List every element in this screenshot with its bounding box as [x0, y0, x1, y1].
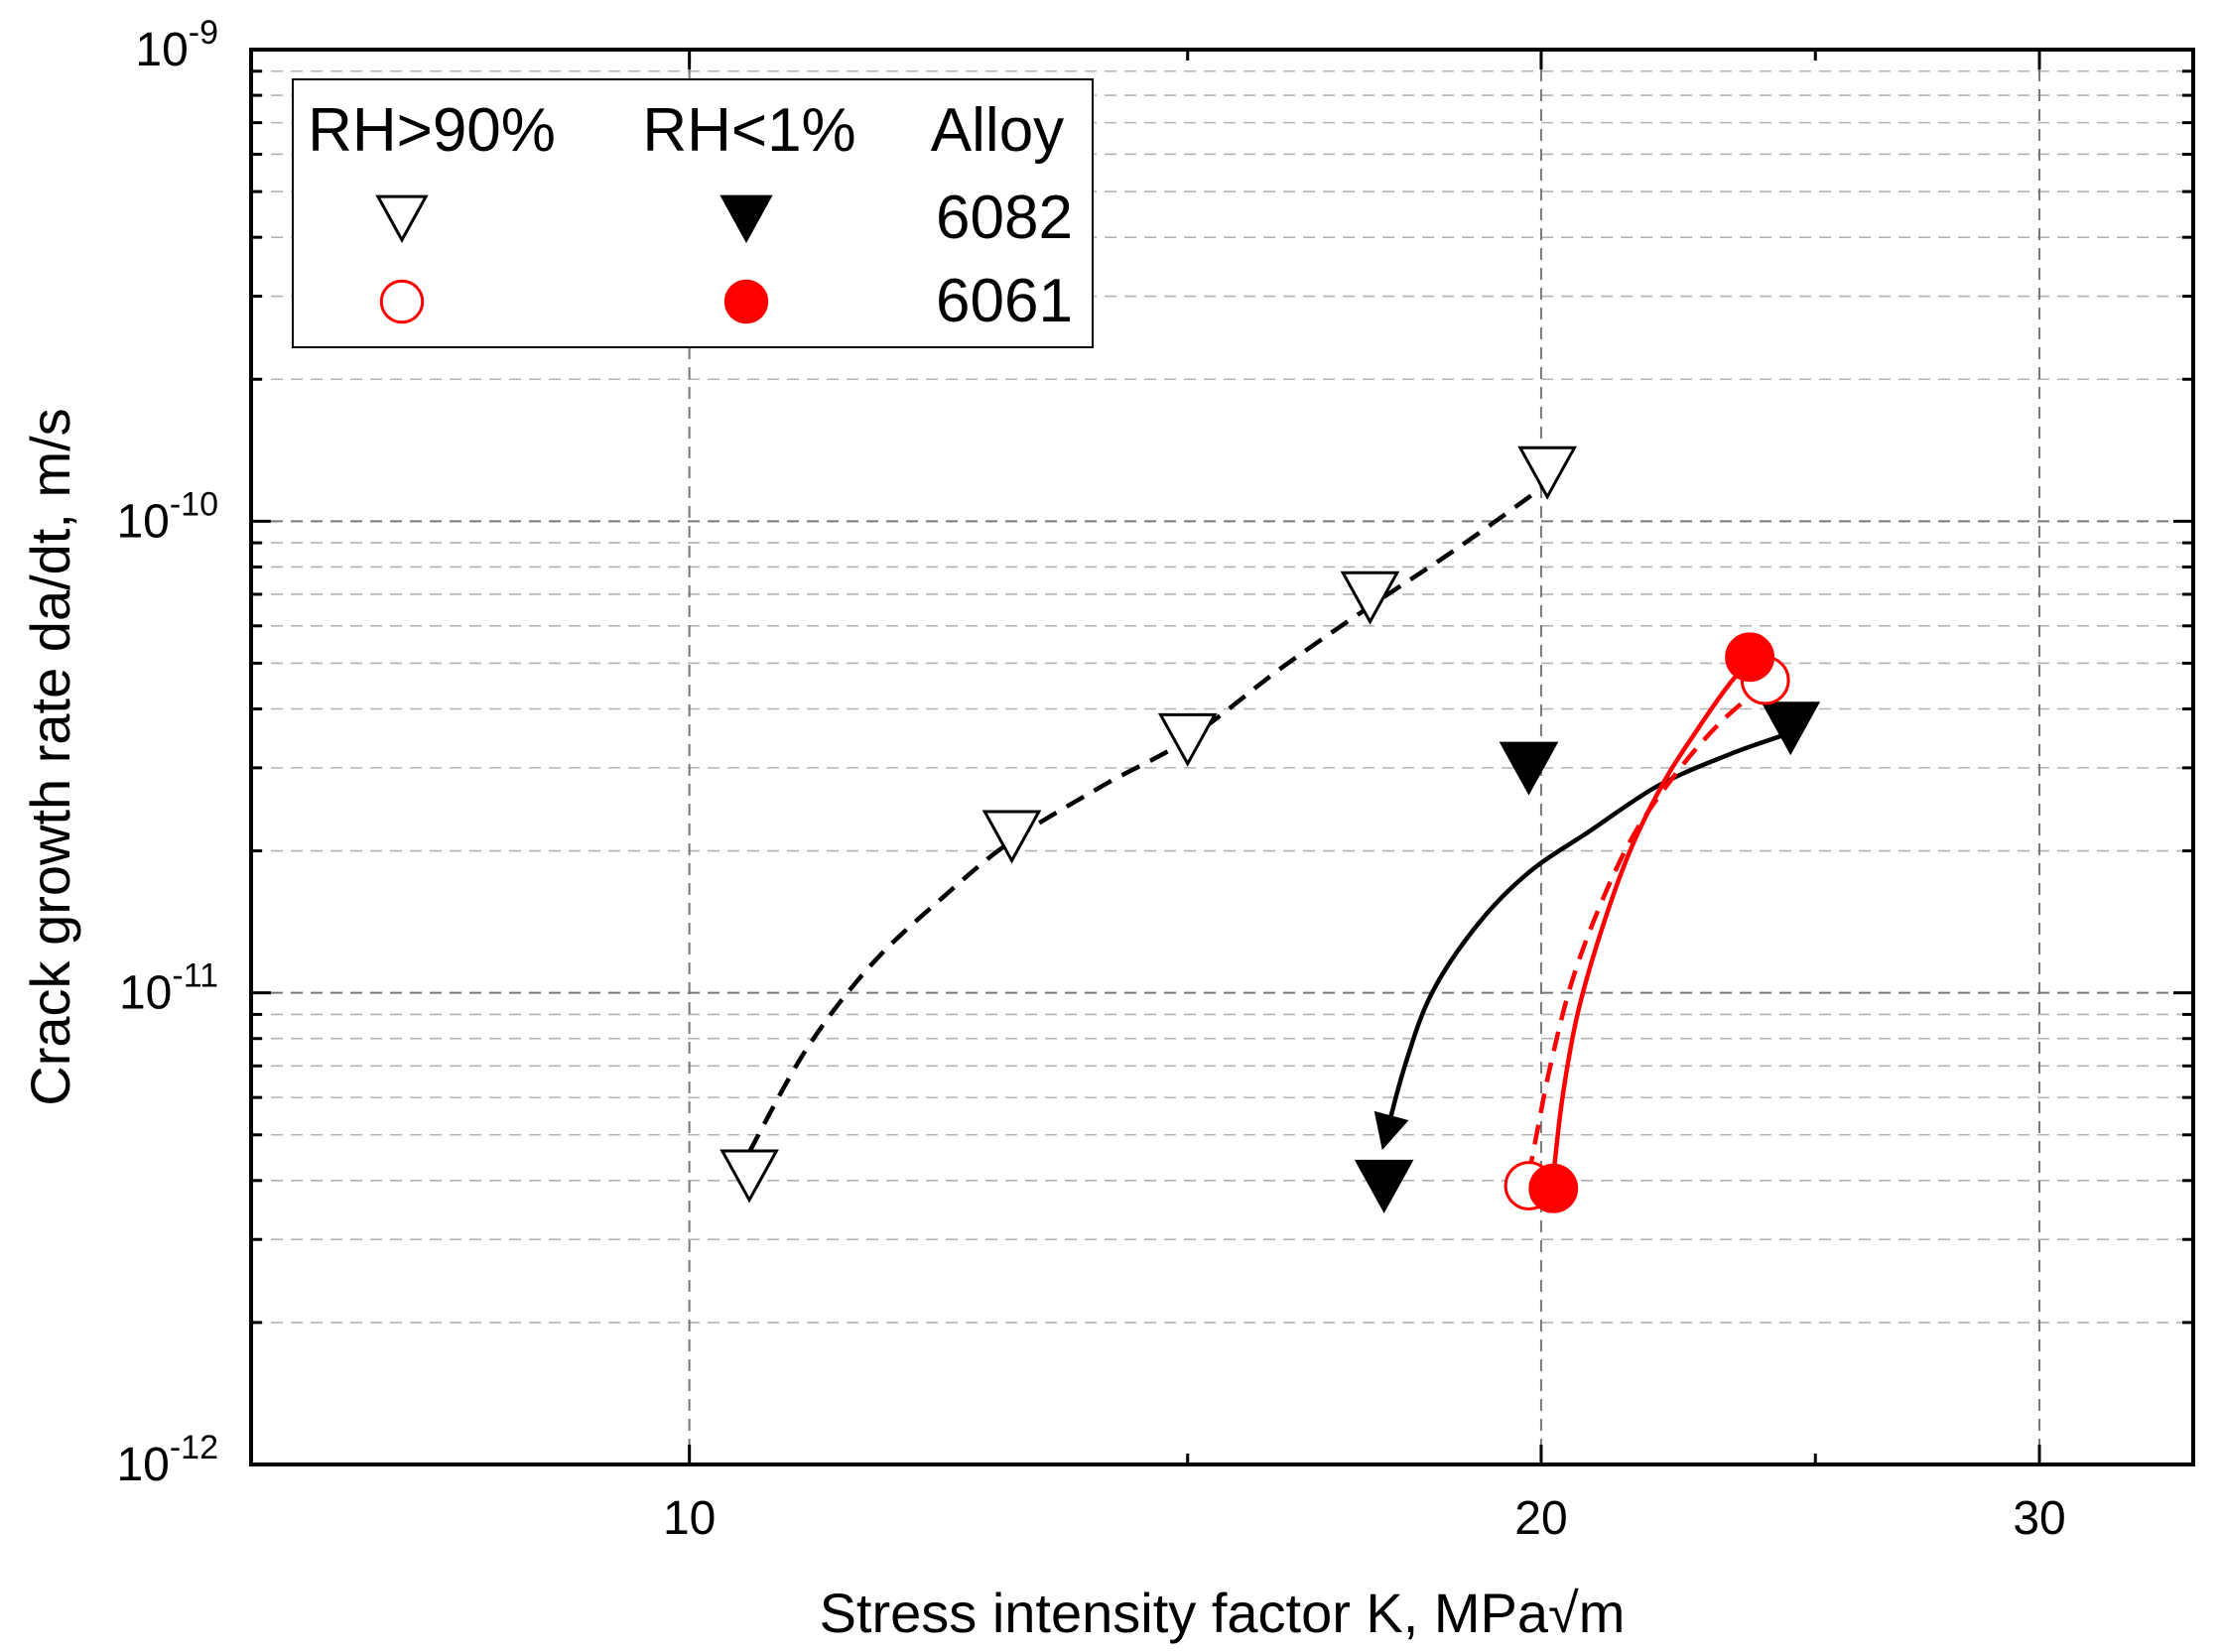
data-point [375, 194, 429, 243]
y-tick-label: 10-10 [116, 485, 218, 548]
data-point [379, 279, 425, 324]
data-points [719, 445, 1821, 1213]
data-point [1340, 571, 1400, 625]
x-tick-label: 20 [1514, 1492, 1567, 1545]
y-axis-title: Crack growth rate da/dt, m/s [19, 408, 81, 1105]
trend-line [1551, 659, 1752, 1176]
data-point [1725, 632, 1775, 683]
data-point [1499, 741, 1559, 796]
plot-frame [249, 48, 2195, 1466]
trend-line [747, 481, 1549, 1154]
data-point [1761, 701, 1821, 756]
x-axis-title: Stress intensity factor K, MPa√m [820, 1582, 1626, 1644]
data-point [719, 194, 773, 243]
legend-header-alloy: Alloy [931, 96, 1064, 165]
data-point [981, 810, 1042, 864]
legend-alloy-6082: 6082 [936, 184, 1073, 252]
data-point [1528, 1163, 1579, 1213]
x-tick-label: 10 [663, 1492, 716, 1545]
axis-ticks [251, 48, 2193, 1466]
legend-header-humid: RH>90% [308, 96, 556, 165]
data-point [1354, 1159, 1414, 1213]
y-tick-label: 10-11 [119, 957, 218, 1020]
y-tick-label: 10-9 [135, 14, 218, 76]
trend-line [1526, 683, 1767, 1177]
data-point [1517, 445, 1577, 500]
tick-labels: 10 20 30 10-12 10-11 10-10 10-9 [116, 14, 2065, 1545]
legend-markers [375, 194, 773, 324]
x-tick-label: 30 [2013, 1492, 2065, 1545]
data-point [1157, 712, 1218, 767]
legend-box [292, 78, 1094, 348]
data-point [719, 1149, 779, 1204]
legend: RH>90% RH<1% Alloy 6082 6061 [292, 78, 1094, 348]
legend-header-dry: RH<1% [642, 96, 855, 165]
trend-line [1373, 733, 1781, 1151]
y-tick-label: 10-12 [116, 1429, 218, 1491]
legend-alloy-6061: 6061 [936, 267, 1073, 335]
data-point [723, 279, 769, 324]
trend-lines [747, 481, 1781, 1177]
